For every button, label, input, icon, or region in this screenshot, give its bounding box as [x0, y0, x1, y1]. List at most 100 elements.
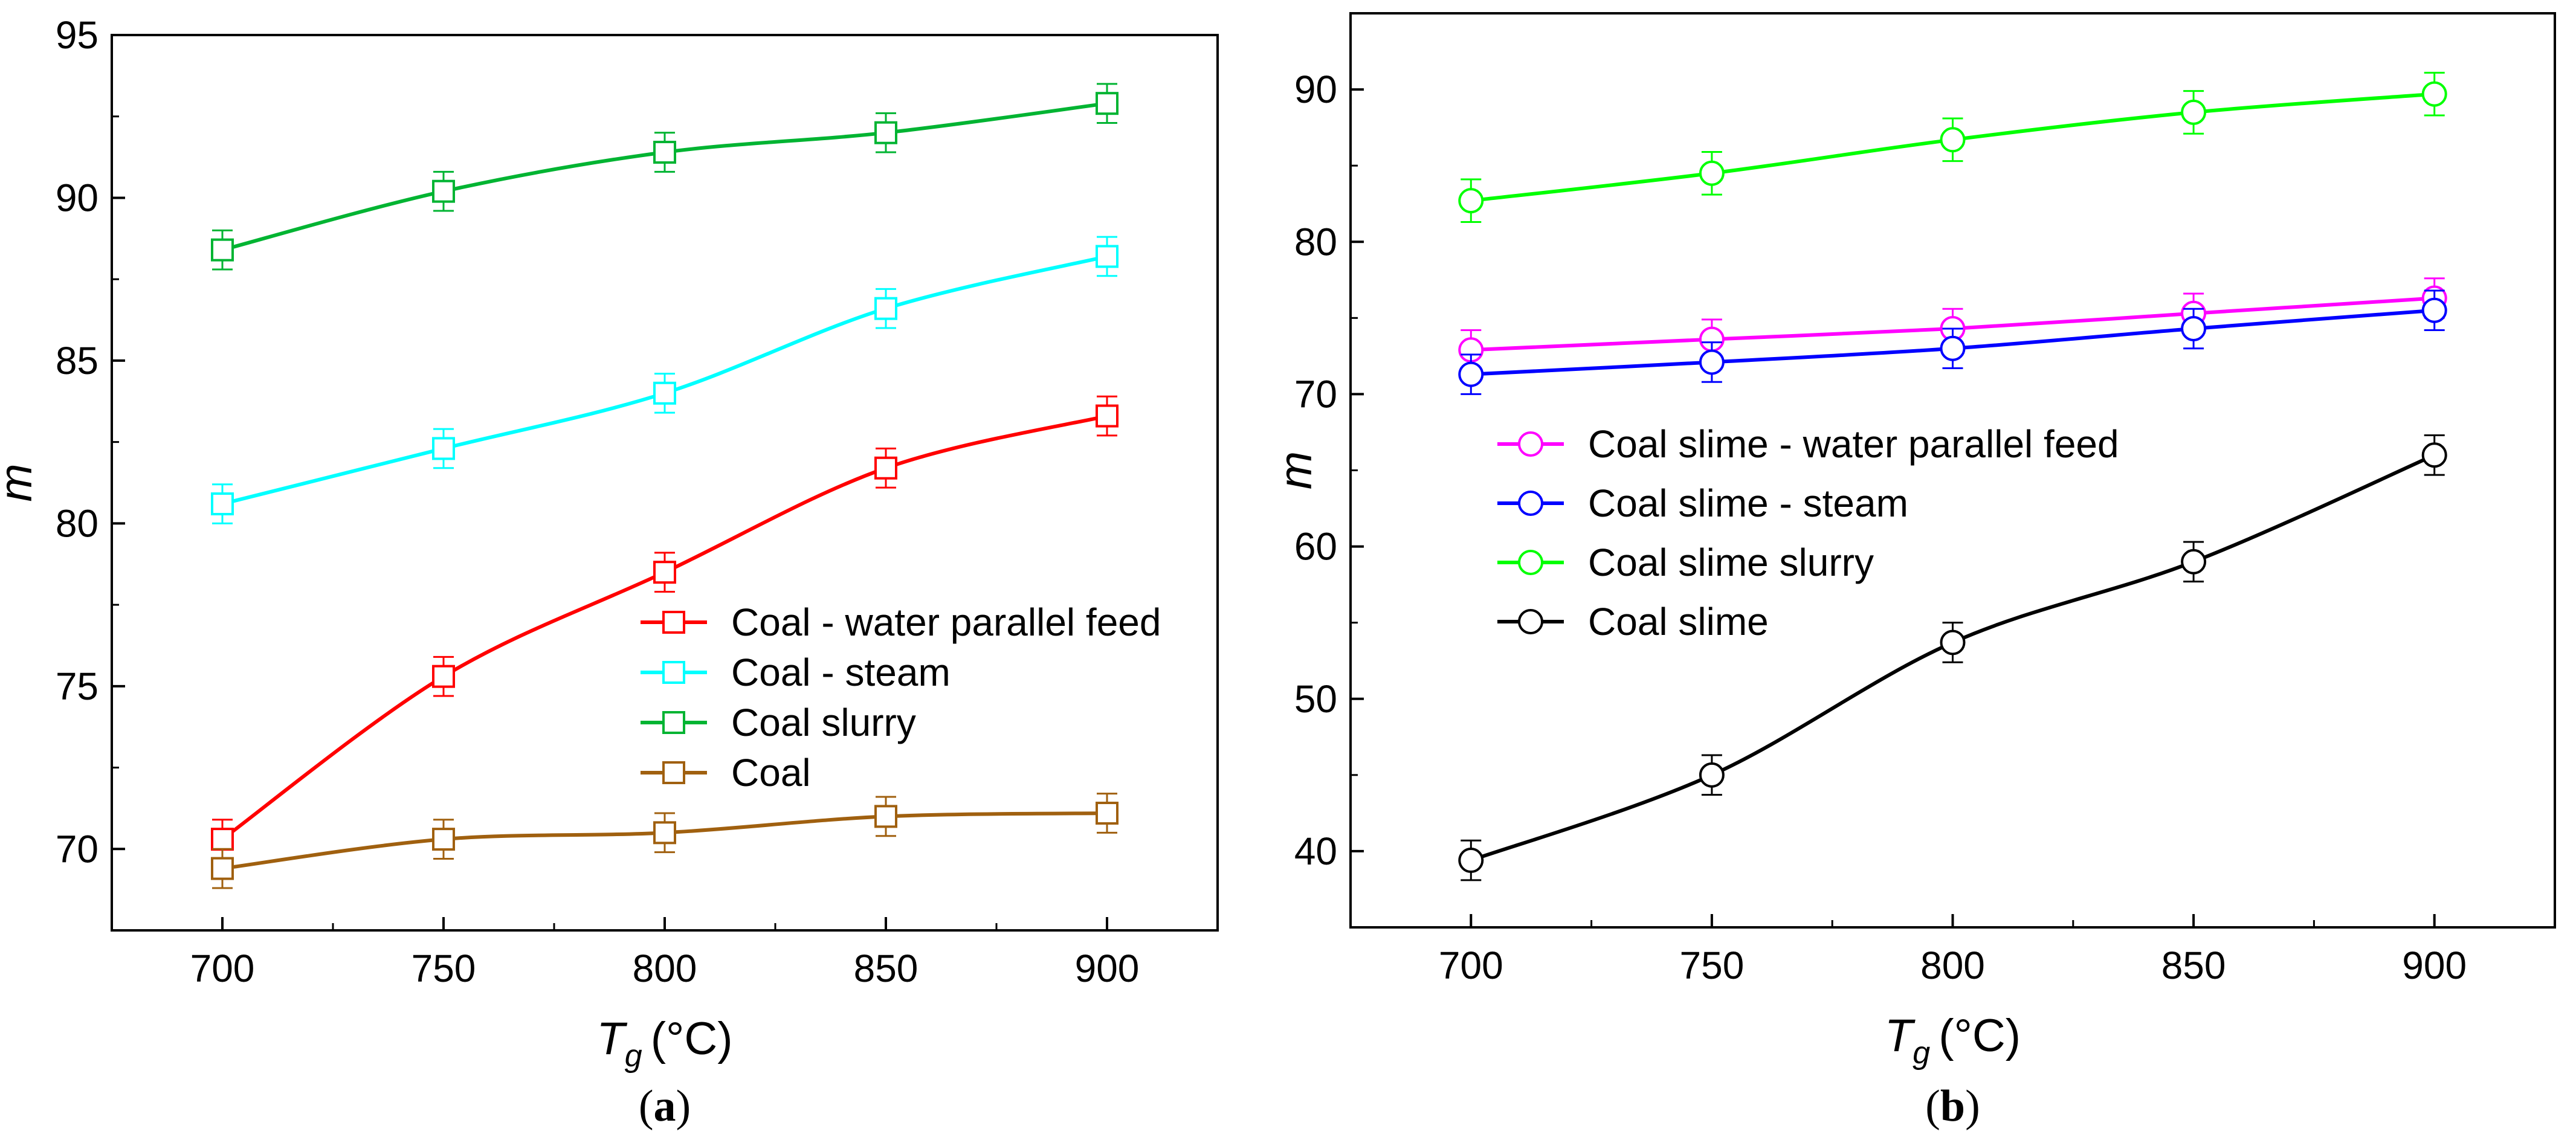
legend-marker: [1518, 609, 1543, 634]
legend-label: Coal slime - water parallel feed: [1588, 422, 2119, 466]
legend: Coal slime - water parallel feed Coal sli…: [1497, 422, 2119, 643]
y-tick-label: 60: [1294, 525, 1337, 568]
x-tick-label: 850: [2161, 944, 2226, 987]
series-1: [211, 236, 1119, 524]
data-point: [1458, 848, 1484, 874]
legend-item: Coal - steam: [641, 651, 951, 694]
y-tick-label: 75: [56, 665, 98, 708]
data-point: [1699, 160, 1725, 186]
data-point: [1940, 127, 1966, 153]
data-point: [1699, 762, 1725, 788]
y-axis-label: m: [0, 463, 42, 501]
series-3: [1458, 434, 2447, 881]
x-tick-label: 700: [1439, 944, 1503, 987]
series-line: [222, 101, 1108, 252]
x-tick-label: 750: [412, 947, 476, 990]
panel-label: (a): [639, 1081, 691, 1131]
panel-label-letter: b: [1940, 1081, 1965, 1131]
data-point: [653, 381, 676, 405]
legend-item: Coal slime: [1497, 600, 1769, 643]
data-point: [1096, 801, 1119, 825]
x-tick-label: 900: [2402, 944, 2467, 987]
legend-item: Coal slurry: [641, 701, 916, 744]
y-tick-label: 85: [56, 339, 98, 382]
data-point: [653, 561, 676, 584]
data-point: [2181, 99, 2207, 125]
panel-label-close: ): [1965, 1081, 1980, 1131]
data-point: [874, 297, 897, 320]
data-point: [653, 821, 676, 845]
x-tick-label: 900: [1075, 947, 1140, 990]
legend-marker: [1518, 550, 1543, 575]
legend-marker: [1518, 491, 1543, 516]
data-point: [432, 437, 455, 460]
data-point: [1458, 188, 1484, 214]
data-point: [2421, 297, 2447, 323]
y-tick-label: 95: [56, 13, 98, 57]
legend-label: Coal slime slurry: [1588, 541, 1874, 584]
legend-item: Coal: [641, 751, 811, 794]
data-point: [653, 141, 676, 164]
data-point: [1940, 630, 1966, 655]
legend-marker: [662, 611, 685, 634]
data-point: [432, 665, 455, 688]
series-0: [211, 395, 1119, 860]
data-point: [2421, 81, 2447, 107]
y-tick-label: 80: [56, 501, 98, 545]
chart-panel-b: 700 750 800 850 900 40 50 60 70 80 90 Tg (°C) m (b) Coa…: [1270, 12, 2556, 1131]
x-axis-label: Tg (°C): [1885, 1010, 2021, 1071]
legend-marker: [662, 711, 685, 734]
data-point: [874, 456, 897, 480]
legend-item: Coal - water parallel feed: [641, 601, 1161, 644]
y-tick-label: 70: [1294, 372, 1337, 416]
legend-marker: [662, 761, 685, 784]
data-point: [2181, 549, 2207, 575]
x-axis-label: Tg (°C): [596, 1013, 732, 1074]
legend-label: Coal: [731, 751, 811, 794]
data-point: [874, 805, 897, 828]
x-tick-label: 700: [190, 947, 255, 990]
series-2: [1458, 71, 2447, 223]
y-tick-label: 90: [56, 176, 98, 219]
y-tick-label: 70: [56, 827, 98, 871]
panel-label-open: (: [639, 1081, 654, 1131]
panel-label: (b): [1925, 1081, 1980, 1131]
legend-label: Coal slurry: [731, 701, 916, 744]
y-axis-label: m: [1270, 451, 1322, 489]
legend-label: Coal slime: [1588, 600, 1769, 643]
data-point: [2421, 442, 2447, 468]
chart-panel-a: 700 750 800 850 900 70 75 80 85 90 95 Tg (°C) m (a) Coa…: [0, 13, 1219, 1131]
x-axis-label-subscript: g: [1913, 1035, 1930, 1071]
legend-marker: [662, 661, 685, 684]
data-point: [1096, 92, 1119, 115]
legend-label: Coal - steam: [731, 651, 951, 694]
data-point: [1458, 361, 1484, 387]
legend-item: Coal slime - water parallel feed: [1497, 422, 2119, 466]
data-point: [1096, 245, 1119, 268]
data-point: [1699, 349, 1725, 375]
data-point: [874, 121, 897, 144]
panel-label-letter: a: [654, 1081, 676, 1131]
legend-item: Coal slime slurry: [1497, 541, 1874, 584]
y-tick-label: 50: [1294, 677, 1337, 721]
x-axis-label-symbol: T: [1885, 1010, 1916, 1061]
series-1: [1458, 289, 2447, 395]
legend-label: Coal slime - steam: [1588, 481, 1908, 525]
x-axis-label-unit: (°C): [1938, 1010, 2021, 1061]
x-tick-label: 800: [633, 947, 697, 990]
y-tick-label: 90: [1294, 68, 1337, 111]
data-point: [432, 179, 455, 203]
legend-item: Coal slime - steam: [1497, 481, 1908, 525]
panel-label-close: ): [676, 1081, 691, 1131]
x-axis-label-subscript: g: [625, 1039, 642, 1074]
data-point: [2181, 315, 2207, 341]
series-3: [211, 793, 1119, 889]
y-tick-label: 80: [1294, 220, 1337, 263]
data-point: [211, 492, 234, 516]
series-2: [211, 83, 1119, 271]
legend: Coal - water parallel feed Coal - steam Co…: [641, 601, 1161, 794]
legend-marker: [1518, 431, 1543, 457]
panel-label-open: (: [1925, 1081, 1940, 1131]
legend-label: Coal - water parallel feed: [731, 601, 1161, 644]
